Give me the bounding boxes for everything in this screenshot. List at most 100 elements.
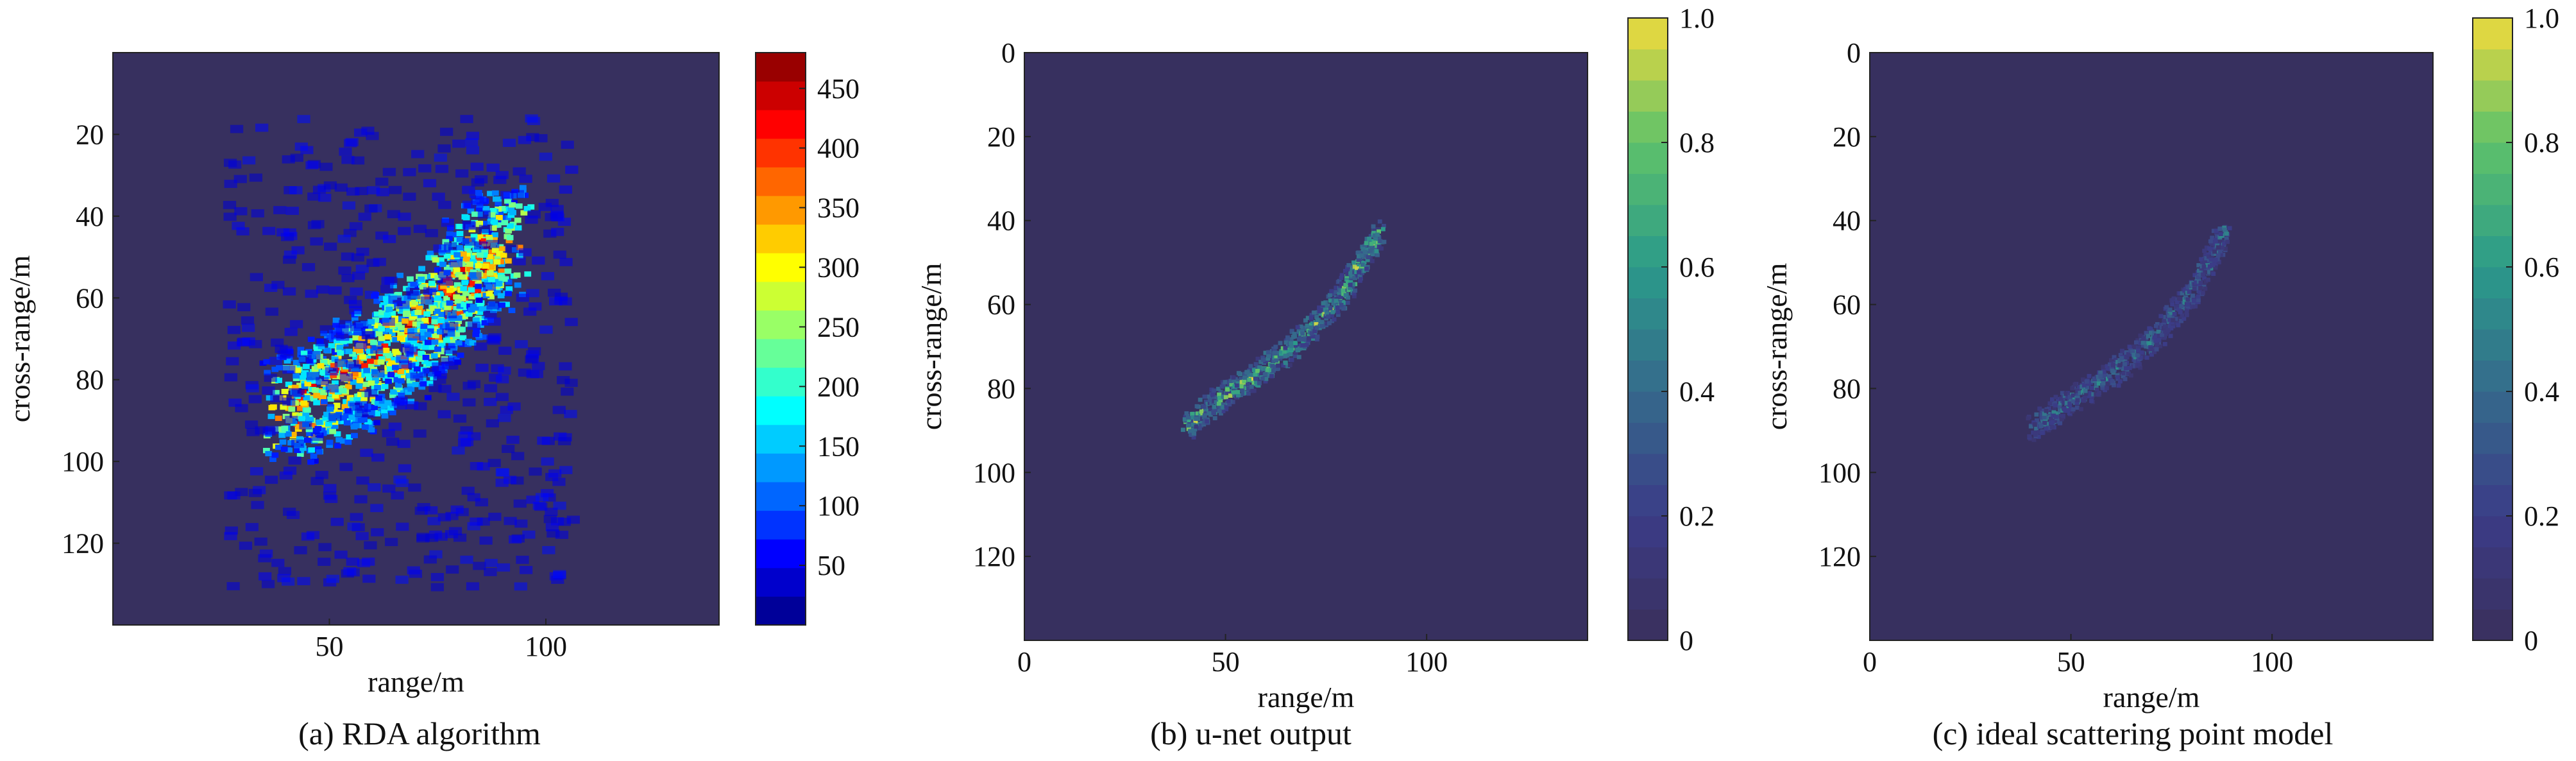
heat-cell	[431, 326, 439, 332]
heat-cell	[1188, 429, 1193, 434]
heat-cell	[2196, 294, 2201, 299]
heat-cell	[482, 263, 489, 269]
heat-cell	[539, 325, 553, 334]
heat-cell	[377, 319, 385, 325]
heat-cell	[505, 286, 513, 292]
heat-cell	[2059, 417, 2064, 422]
heat-cell	[1289, 337, 1294, 342]
heat-cell	[1288, 352, 1293, 357]
heat-cell	[2131, 345, 2137, 349]
heat-cell	[1260, 357, 1266, 362]
heat-cell	[487, 317, 501, 326]
heat-cell	[2185, 297, 2190, 302]
heat-cell	[304, 380, 312, 387]
heat-cell	[1318, 311, 1323, 316]
heat-cell	[1310, 334, 1316, 339]
heat-cell	[1314, 325, 1319, 330]
heat-cell	[2201, 272, 2206, 277]
heat-cell	[2052, 406, 2057, 411]
heat-cell	[514, 340, 528, 348]
heat-cell	[332, 393, 339, 399]
heat-cell	[507, 207, 515, 212]
heat-cell	[387, 210, 400, 219]
heat-cell	[1283, 354, 1288, 358]
heat-cell	[377, 339, 385, 346]
heat-cell	[299, 421, 312, 430]
heat-cell	[386, 306, 393, 312]
heat-cell	[474, 287, 482, 293]
heat-cell	[2138, 333, 2143, 338]
heat-cell	[1266, 354, 1271, 359]
heat-cell	[1307, 333, 1312, 338]
x-axis-title: range/m	[1258, 681, 1355, 714]
colorbar-segment	[1628, 578, 1668, 610]
heat-cell	[2105, 381, 2110, 386]
heat-cell	[1369, 259, 1375, 264]
heat-cell	[2133, 363, 2137, 368]
heat-cell	[2205, 263, 2210, 268]
heat-cell	[2034, 412, 2039, 417]
heat-cell	[1217, 406, 1222, 410]
heat-cell	[428, 280, 436, 286]
heat-cell	[291, 384, 299, 390]
heat-cell	[1189, 432, 1194, 437]
heat-cell	[1358, 278, 1362, 283]
heat-cell	[291, 246, 305, 255]
heat-cell	[414, 309, 422, 316]
heat-cell	[431, 339, 439, 345]
heat-cell	[373, 298, 381, 304]
heat-cell	[448, 527, 462, 536]
heat-cell	[2149, 352, 2154, 357]
heat-cell	[366, 363, 373, 368]
heat-cell	[2214, 246, 2218, 251]
heat-cell	[2153, 323, 2158, 329]
heat-cell	[288, 406, 296, 412]
heat-cell	[466, 261, 473, 267]
heat-cell	[378, 356, 386, 362]
heat-cell	[438, 343, 446, 348]
heat-cell	[390, 389, 397, 395]
heat-cell	[408, 355, 416, 362]
heat-cell	[437, 329, 444, 335]
heat-cell	[538, 203, 552, 211]
heat-cell	[526, 289, 539, 298]
heat-cell	[466, 303, 473, 309]
heat-cell	[475, 297, 483, 304]
heat-cell	[323, 347, 330, 354]
heat-cell	[2047, 401, 2053, 406]
heat-cell	[328, 343, 335, 348]
colorbar-segment	[1628, 173, 1668, 205]
heat-cell	[397, 378, 405, 384]
heat-cell	[407, 386, 415, 392]
colorbar-segment	[1628, 391, 1668, 423]
heat-cell	[481, 276, 489, 282]
heat-cell	[1241, 391, 1246, 396]
heat-cell	[2139, 350, 2144, 355]
heat-cell	[249, 173, 263, 182]
heat-cell	[2092, 376, 2097, 381]
colorbar-tick-label: 0.8	[2524, 127, 2559, 158]
heat-cell	[2117, 363, 2123, 368]
heat-cell	[1214, 407, 1219, 413]
heat-cell	[307, 350, 321, 359]
heat-cell	[477, 322, 484, 328]
heat-cell	[1342, 286, 1346, 291]
heat-cell	[430, 273, 437, 278]
heat-cell	[275, 345, 288, 354]
heat-cell	[1255, 373, 1260, 377]
heat-cell	[2171, 296, 2176, 301]
heat-cell	[419, 330, 427, 336]
heat-cell	[466, 132, 480, 141]
heat-cell	[1295, 343, 1300, 348]
heat-cell	[1196, 422, 1201, 426]
heat-cell	[2032, 430, 2037, 435]
heat-cell	[323, 484, 337, 493]
heat-cell	[1350, 269, 1354, 274]
heat-cell	[435, 164, 449, 173]
heat-cell	[2204, 270, 2209, 275]
colorbar: 00.20.40.60.81.0	[2472, 3, 2559, 656]
heat-cell	[421, 318, 429, 323]
heat-cell	[507, 223, 514, 229]
colorbar-segment	[2473, 547, 2512, 579]
heat-cell	[446, 565, 459, 574]
